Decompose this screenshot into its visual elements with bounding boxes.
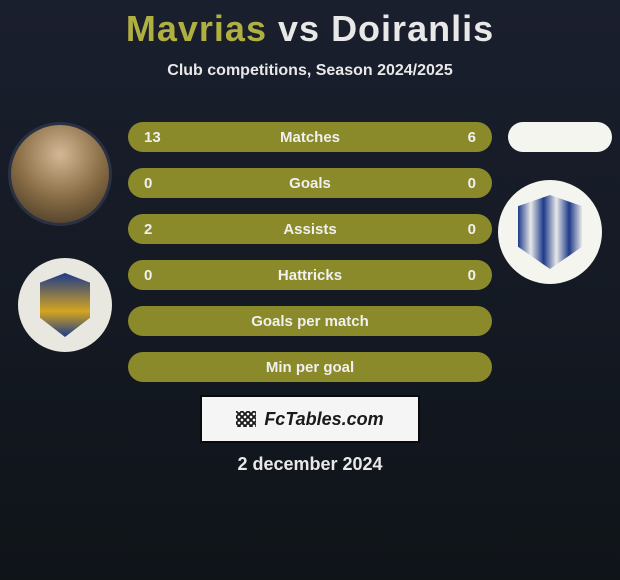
comparison-title: Mavrias vs Doiranlis bbox=[0, 0, 620, 50]
player2-name: Doiranlis bbox=[331, 8, 494, 49]
stat-label: Hattricks bbox=[184, 267, 436, 284]
stat-left-value: 0 bbox=[144, 267, 184, 284]
subtitle: Club competitions, Season 2024/2025 bbox=[0, 62, 620, 80]
stat-right-value: 0 bbox=[436, 221, 476, 238]
vs-separator: vs bbox=[278, 8, 320, 49]
stat-left-value: 2 bbox=[144, 221, 184, 238]
stat-label: Min per goal bbox=[184, 359, 436, 376]
stat-right-value: 6 bbox=[436, 129, 476, 146]
stat-left-value: 0 bbox=[144, 175, 184, 192]
stat-row-goals-per-match: Goals per match bbox=[128, 306, 492, 336]
stats-container: 13 Matches 6 0 Goals 0 2 Assists 0 0 Hat… bbox=[128, 122, 492, 398]
stat-right-value: 0 bbox=[436, 267, 476, 284]
stat-label: Goals per match bbox=[184, 313, 436, 330]
player1-name: Mavrias bbox=[126, 8, 267, 49]
stat-label: Goals bbox=[184, 175, 436, 192]
stat-row-min-per-goal: Min per goal bbox=[128, 352, 492, 382]
stat-row-matches: 13 Matches 6 bbox=[128, 122, 492, 152]
stat-left-value: 13 bbox=[144, 129, 184, 146]
source-text: FcTables.com bbox=[264, 409, 383, 430]
stat-label: Assists bbox=[184, 221, 436, 238]
date-label: 2 december 2024 bbox=[0, 454, 620, 475]
stat-label: Matches bbox=[184, 129, 436, 146]
player2-avatar bbox=[508, 122, 612, 152]
source-badge: FcTables.com bbox=[200, 395, 420, 443]
player2-club-badge bbox=[498, 180, 602, 284]
stat-row-goals: 0 Goals 0 bbox=[128, 168, 492, 198]
player1-club-badge bbox=[18, 258, 112, 352]
stat-right-value: 0 bbox=[436, 175, 476, 192]
stat-row-hattricks: 0 Hattricks 0 bbox=[128, 260, 492, 290]
player1-avatar bbox=[8, 122, 112, 226]
stat-row-assists: 2 Assists 0 bbox=[128, 214, 492, 244]
